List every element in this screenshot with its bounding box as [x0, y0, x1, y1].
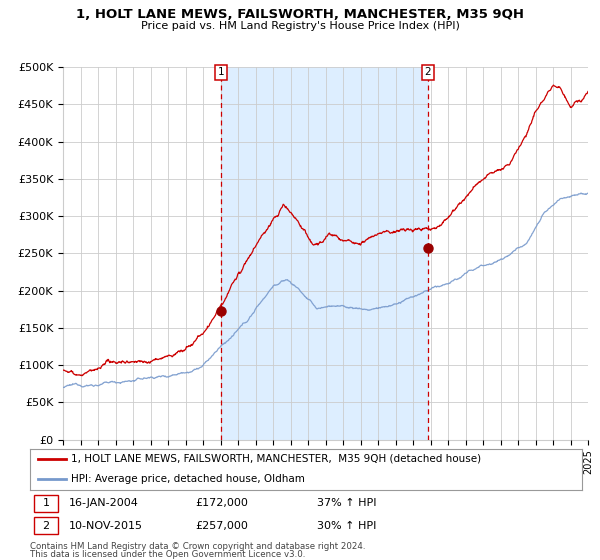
Bar — [34, 495, 58, 512]
Text: 10-NOV-2015: 10-NOV-2015 — [68, 521, 143, 531]
Text: 1: 1 — [43, 498, 50, 508]
Text: 16-JAN-2004: 16-JAN-2004 — [68, 498, 139, 508]
Text: 2: 2 — [43, 521, 50, 531]
Bar — [221, 67, 428, 440]
Text: Contains HM Land Registry data © Crown copyright and database right 2024.: Contains HM Land Registry data © Crown c… — [30, 542, 365, 550]
Text: HPI: Average price, detached house, Oldham: HPI: Average price, detached house, Oldh… — [71, 474, 305, 484]
Text: 1, HOLT LANE MEWS, FAILSWORTH, MANCHESTER, M35 9QH: 1, HOLT LANE MEWS, FAILSWORTH, MANCHESTE… — [76, 8, 524, 21]
Text: 30% ↑ HPI: 30% ↑ HPI — [317, 521, 376, 531]
Text: £172,000: £172,000 — [196, 498, 248, 508]
Text: Price paid vs. HM Land Registry's House Price Index (HPI): Price paid vs. HM Land Registry's House … — [140, 21, 460, 31]
Text: 37% ↑ HPI: 37% ↑ HPI — [317, 498, 377, 508]
Text: 1, HOLT LANE MEWS, FAILSWORTH, MANCHESTER,  M35 9QH (detached house): 1, HOLT LANE MEWS, FAILSWORTH, MANCHESTE… — [71, 454, 482, 464]
Text: This data is licensed under the Open Government Licence v3.0.: This data is licensed under the Open Gov… — [30, 550, 305, 559]
Bar — [34, 517, 58, 534]
Text: £257,000: £257,000 — [196, 521, 248, 531]
Text: 2: 2 — [425, 67, 431, 77]
Text: 1: 1 — [218, 67, 224, 77]
